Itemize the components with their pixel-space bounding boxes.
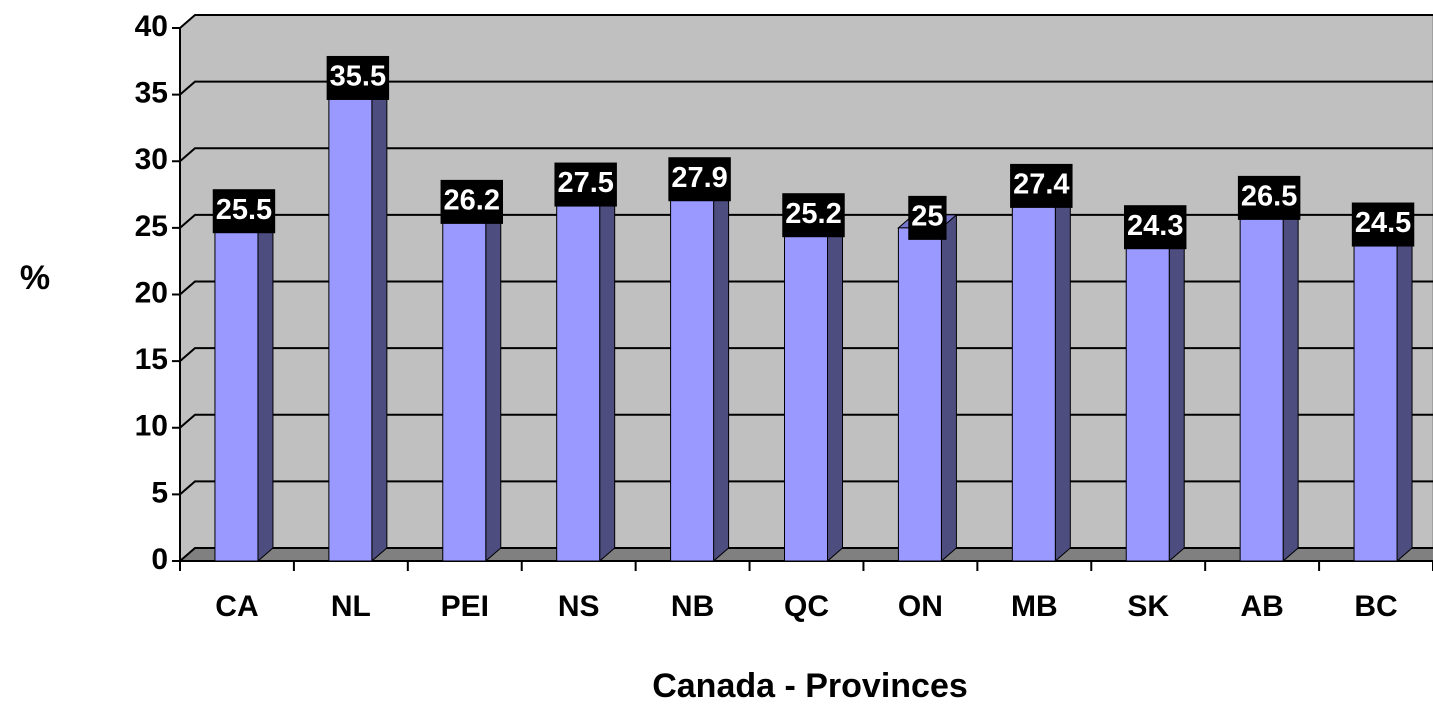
value-label: 24.3 — [1127, 210, 1183, 242]
value-label: 27.5 — [557, 167, 613, 199]
y-tick-label: 15 — [135, 343, 168, 376]
grid-line — [179, 147, 1433, 163]
bar-side — [713, 175, 730, 563]
bar-side — [599, 180, 616, 563]
bar-side — [1054, 181, 1071, 563]
bar-side — [485, 197, 502, 563]
x-axis-label: Canada - Provinces — [652, 667, 968, 704]
y-tick-label: 25 — [135, 210, 168, 243]
value-label-box — [554, 162, 617, 207]
y-tick-label: 40 — [135, 10, 168, 43]
value-label-box — [908, 195, 947, 240]
value-label: 24.5 — [1355, 207, 1411, 239]
bar — [1011, 195, 1056, 562]
y-axis-label: % — [20, 259, 50, 297]
value-label-box — [1124, 205, 1187, 250]
bar — [784, 224, 828, 562]
bar — [1353, 234, 1398, 562]
y-tick-label: 30 — [135, 143, 168, 176]
x-tick-label: PEI — [441, 590, 489, 623]
value-label-box — [1351, 202, 1415, 247]
y-tick-label: 5 — [151, 476, 168, 509]
value-label: 35.5 — [330, 61, 386, 93]
bar — [897, 227, 942, 562]
value-label: 27.4 — [1013, 169, 1069, 201]
bar-side — [371, 73, 388, 563]
bar-side — [1396, 220, 1413, 563]
y-tick-label: 35 — [135, 77, 168, 110]
y-tick-label: 10 — [135, 410, 168, 443]
value-label-box — [440, 179, 503, 224]
bar — [556, 194, 601, 562]
bar-side — [1282, 193, 1299, 563]
value-label: 26.5 — [1241, 181, 1297, 213]
value-label-box — [326, 55, 390, 100]
bar — [1125, 236, 1170, 562]
value-label-box — [668, 157, 731, 202]
bar — [328, 87, 373, 562]
x-tick-label: SK — [1127, 590, 1169, 623]
value-label: 25.5 — [216, 194, 272, 226]
x-tick-label: QC — [784, 590, 829, 623]
value-label-box — [1237, 175, 1301, 220]
x-tick-label: NL — [331, 590, 371, 623]
value-label: 25.2 — [785, 198, 841, 230]
value-label-box — [1010, 163, 1073, 208]
bar — [670, 188, 715, 562]
value-label: 27.9 — [671, 162, 727, 194]
bar-side — [257, 207, 274, 563]
value-label: 26.2 — [444, 185, 500, 217]
value-label-box — [782, 193, 845, 238]
bar — [214, 220, 259, 562]
x-tick-label: MB — [1011, 590, 1058, 623]
x-tick-label: CA — [215, 590, 258, 623]
grid-line — [179, 80, 1433, 96]
value-label-box — [212, 189, 276, 234]
x-tick-label: ON — [898, 590, 943, 623]
x-tick-label: NB — [671, 590, 714, 623]
bar — [1239, 207, 1284, 562]
bar-side — [1168, 223, 1185, 563]
bar — [442, 211, 487, 562]
x-tick-label: BC — [1354, 590, 1397, 623]
y-tick-label: 0 — [151, 543, 168, 576]
bar-side — [827, 211, 843, 563]
value-label: 25 — [911, 201, 943, 233]
grid-line — [179, 14, 1433, 29]
x-tick-label: NS — [558, 590, 600, 623]
bar-side — [940, 213, 957, 563]
y-tick-label: 20 — [135, 276, 168, 309]
x-tick-label: AB — [1240, 590, 1283, 623]
